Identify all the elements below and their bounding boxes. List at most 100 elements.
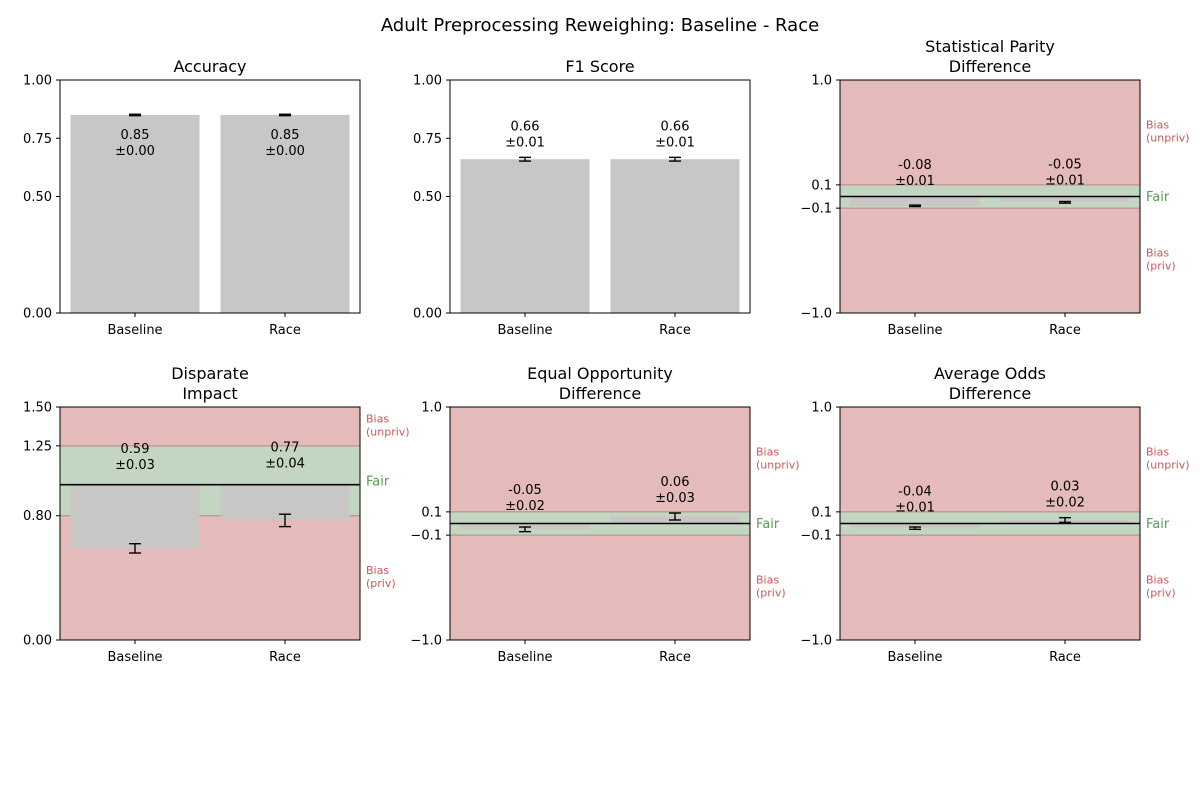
bias-unpriv-label: Bias [366, 412, 389, 425]
bias-unpriv-label: (unpriv) [756, 458, 800, 471]
chart-panel-4: 0.59±0.03 0.77±0.04 0.00 0.80 1.25 1.50 Baseli… [23, 364, 410, 665]
data-label-race: 0.85±0.00 [265, 128, 305, 159]
x-tick-label: Baseline [107, 650, 162, 665]
error-bar-race [279, 513, 291, 528]
data-label-value: 0.66 [661, 119, 690, 134]
x-tick-label: Race [659, 650, 691, 665]
bias-priv-label: (priv) [366, 577, 396, 590]
fair-label: Fair [366, 474, 390, 489]
y-tick-label: 0.1 [811, 505, 832, 520]
bias-unpriv-label: (unpriv) [1146, 458, 1190, 471]
y-tick-label: 1.0 [811, 401, 832, 416]
bias-unpriv-label: (unpriv) [366, 425, 410, 438]
bar-baseline [70, 484, 200, 549]
bar-baseline [460, 159, 590, 313]
x-tick-label: Baseline [887, 650, 942, 665]
data-label-error: ±0.01 [895, 500, 935, 515]
data-label-baseline: -0.08±0.01 [895, 158, 935, 189]
bias-priv-label: Bias [366, 564, 389, 577]
panel-title: Average Odds [934, 364, 1046, 383]
bias-unpriv-label: Bias [1146, 445, 1169, 458]
x-tick-label: Race [659, 323, 691, 338]
x-tick-label: Baseline [497, 323, 552, 338]
y-tick-label: −1.0 [410, 634, 442, 649]
y-tick-label: 0.00 [23, 307, 52, 322]
error-bar-race [279, 113, 291, 117]
x-tick-label: Baseline [887, 323, 942, 338]
panel-title: Accuracy [173, 57, 246, 76]
data-label-value: -0.08 [898, 158, 932, 173]
data-label-error: ±0.01 [505, 135, 545, 150]
axes-frame [839, 406, 1141, 641]
y-tick-label: 0.1 [811, 178, 832, 193]
y-tick-label: 0.75 [413, 132, 442, 147]
bias-unpriv-label: Bias [1146, 118, 1169, 131]
x-tick-label: Race [1049, 323, 1081, 338]
data-label-error: ±0.01 [1045, 174, 1085, 189]
error-bar-race [669, 156, 681, 162]
bar-baseline [850, 523, 980, 529]
y-tick-label: 1.0 [811, 74, 832, 89]
bias-priv-label: (priv) [1146, 587, 1176, 600]
error-bar-baseline [519, 526, 531, 533]
figure-title: Adult Preprocessing Reweighing: Baseline… [381, 15, 819, 36]
bias-priv-label: Bias [756, 574, 779, 587]
x-tick-label: Race [269, 650, 301, 665]
data-label-error: ±0.03 [115, 458, 155, 473]
y-tick-label: −1.0 [800, 307, 832, 322]
y-tick-label: 0.75 [23, 132, 52, 147]
y-tick-label: 0.80 [23, 509, 52, 524]
axes-frame [839, 79, 1141, 314]
panel-title: Statistical Parity [925, 37, 1055, 56]
data-label-value: -0.04 [898, 484, 932, 499]
bias-priv-label: (priv) [1146, 260, 1176, 273]
data-label-error: ±0.01 [655, 135, 695, 150]
fair-label: Fair [756, 517, 780, 532]
chart-panel-6: -0.04±0.01 0.03±0.02 −1.0 −0.1 0.1 1.0 Baselin… [800, 364, 1189, 665]
panel-title: F1 Score [565, 57, 634, 76]
y-tick-label: 1.00 [413, 74, 442, 89]
bar-baseline [850, 196, 980, 206]
bar-race [220, 114, 350, 313]
y-tick-label: 0.50 [23, 190, 52, 205]
bar-race [1000, 196, 1130, 203]
data-label-race: 0.03±0.02 [1045, 480, 1085, 511]
data-label-error: ±0.02 [1045, 496, 1085, 511]
y-tick-label: 1.25 [23, 439, 52, 454]
bias-priv-label: (priv) [756, 587, 786, 600]
data-label-race: -0.05±0.01 [1045, 158, 1085, 189]
chart-panel-2: 0.66±0.010.66±0.010.000.500.751.00Baseli… [413, 57, 751, 338]
data-label-value: 0.06 [661, 475, 690, 490]
panel-title: Difference [559, 384, 641, 403]
bias-unpriv-label: Bias [756, 445, 779, 458]
data-label-value: 0.85 [271, 128, 300, 143]
x-tick-label: Baseline [107, 323, 162, 338]
data-label-baseline: -0.05±0.02 [505, 483, 545, 514]
error-bar-baseline [129, 113, 141, 117]
data-label-baseline: 0.66±0.01 [505, 119, 545, 150]
data-label-value: 0.66 [511, 119, 540, 134]
y-tick-label: −1.0 [800, 634, 832, 649]
panel-title: Difference [949, 384, 1031, 403]
data-label-value: 0.59 [121, 442, 150, 457]
y-tick-label: 1.50 [23, 401, 52, 416]
error-bar-race [1059, 516, 1071, 524]
bias-unpriv-label: (unpriv) [1146, 131, 1190, 144]
data-label-race: 0.66±0.01 [655, 119, 695, 150]
error-bar-baseline [129, 542, 141, 554]
x-tick-label: Race [269, 323, 301, 338]
y-tick-label: 0.50 [413, 190, 442, 205]
chart-panel-1: 0.85±0.000.85±0.000.000.500.751.00Baseli… [23, 57, 361, 338]
fair-label: Fair [1146, 517, 1170, 532]
y-tick-label: −0.1 [800, 529, 832, 544]
error-bar-race [1059, 200, 1071, 204]
data-label-error: ±0.01 [895, 174, 935, 189]
data-label-error: ±0.02 [505, 499, 545, 514]
y-tick-label: −0.1 [410, 529, 442, 544]
axes-frame [59, 406, 361, 641]
y-tick-label: 0.1 [421, 505, 442, 520]
data-label-error: ±0.00 [115, 144, 155, 159]
data-label-value: 0.77 [271, 440, 300, 455]
error-bar-baseline [519, 156, 531, 162]
